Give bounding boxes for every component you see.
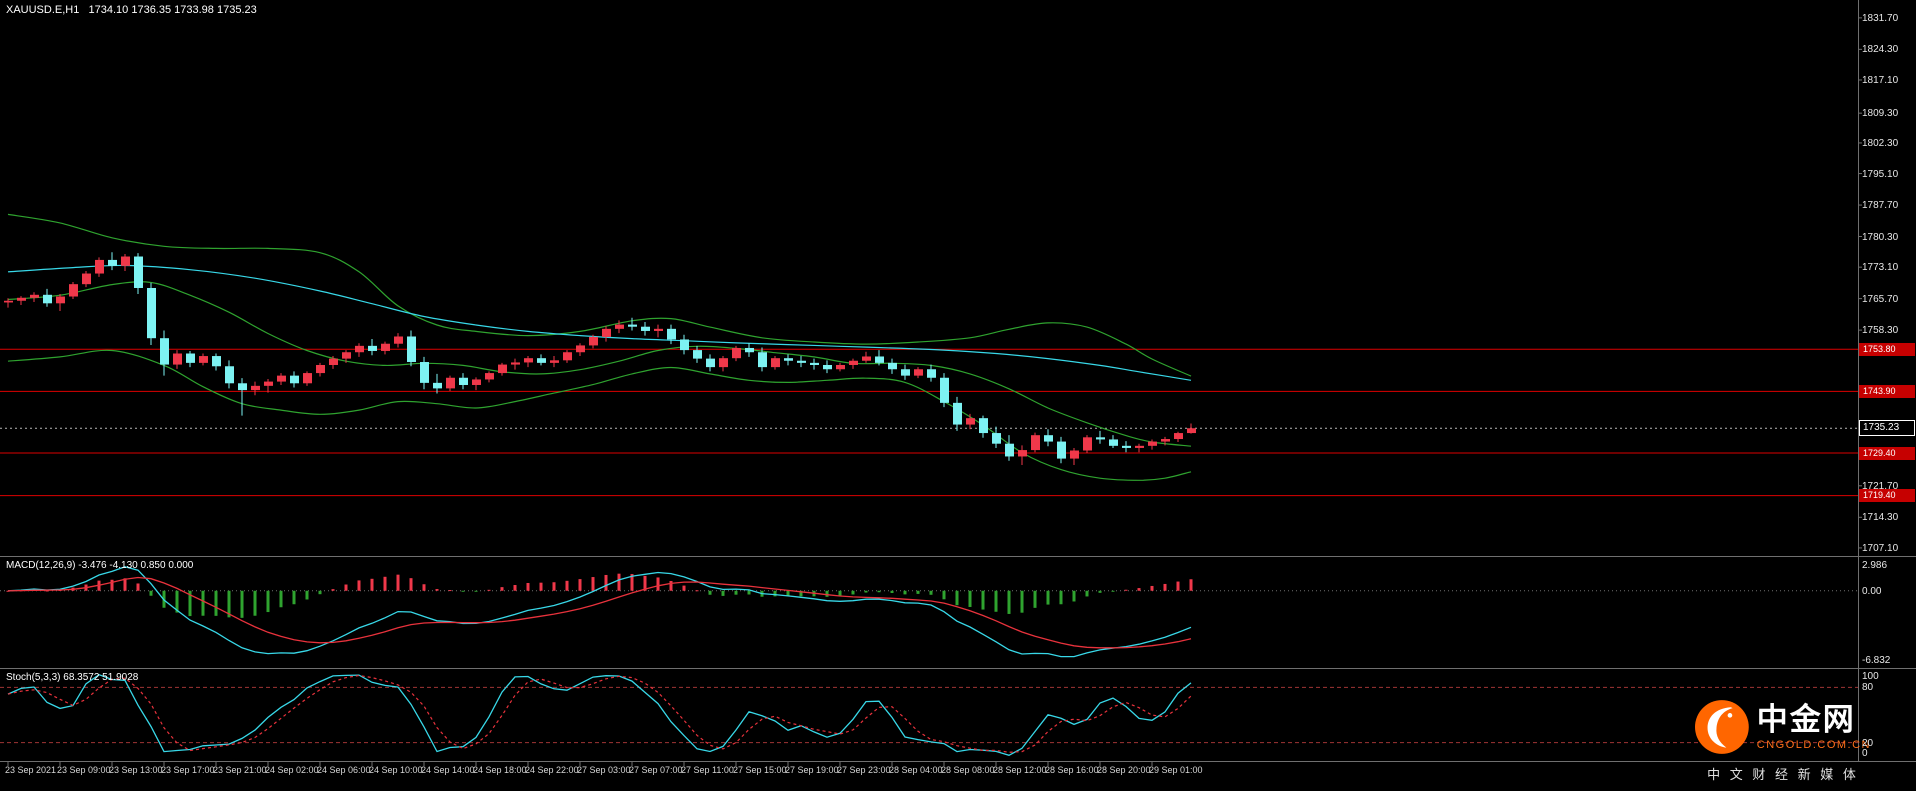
- time-axis-label: 28 Sep 16:00: [1045, 765, 1099, 775]
- bb-middle-line: [7, 281, 1192, 447]
- cngold-watermark: 中金网 CNGOLD.COM.CN 中 文 财 经 新 媒 体: [1695, 698, 1871, 783]
- time-axis-label: 27 Sep 19:00: [785, 765, 839, 775]
- price-tick-label: 1802.30: [1862, 137, 1899, 149]
- time-axis-label: 24 Sep 06:00: [317, 765, 371, 775]
- stoch-axis-label: 100: [1862, 671, 1879, 682]
- macd-histogram: [6, 573, 1193, 618]
- time-axis-label: 28 Sep 20:00: [1097, 765, 1151, 775]
- stoch-k-line: [7, 673, 1192, 756]
- time-axis-label: 27 Sep 07:00: [629, 765, 683, 775]
- time-axis-label: 24 Sep 18:00: [473, 765, 527, 775]
- macd-indicator-label: MACD(12,26,9) -3.476 -4.130 0.850 0.000: [6, 560, 194, 571]
- price-tick-label: 1765.70: [1862, 293, 1899, 305]
- price-tick-label: 1758.30: [1862, 325, 1899, 337]
- time-axis-label: 24 Sep 02:00: [265, 765, 319, 775]
- candles-layer: [4, 252, 1196, 465]
- price-tick-label: 1795.10: [1862, 168, 1899, 180]
- bb-lower-line: [7, 349, 1192, 481]
- logo-slogan: 中 文 财 经 新 媒 体: [1707, 767, 1859, 782]
- price-tick-label: 1817.10: [1862, 74, 1899, 86]
- time-axis-label: 23 Sep 21:00: [213, 765, 267, 775]
- macd-axis-max-label: 2.986: [1862, 560, 1888, 571]
- time-axis-label: 24 Sep 14:00: [421, 765, 475, 775]
- ma-cyan-line: [7, 264, 1192, 381]
- current-price-tag: 1735.23: [1859, 420, 1915, 437]
- price-tick-label: 1714.30: [1862, 512, 1899, 524]
- time-axis-label: 23 Sep 17:00: [161, 765, 215, 775]
- macd-signal-line: [7, 576, 1192, 649]
- price-tick-label: 1707.10: [1862, 542, 1899, 554]
- bb-upper-line: [7, 213, 1192, 377]
- time-axis-label: 27 Sep 23:00: [837, 765, 891, 775]
- price-tick-label: 1721.70: [1862, 480, 1899, 492]
- price-tick-label: 1831.70: [1862, 12, 1899, 24]
- time-axis-label: 28 Sep 12:00: [993, 765, 1047, 775]
- time-axis-label: 23 Sep 13:00: [109, 765, 163, 775]
- price-level-tag[interactable]: 1753.80: [1859, 342, 1915, 356]
- time-axis-label: 24 Sep 10:00: [369, 765, 423, 775]
- horizontal-level-lines[interactable]: [0, 348, 1858, 497]
- cngold-logo-icon: [1695, 700, 1749, 754]
- price-level-tag[interactable]: 1719.40: [1859, 489, 1915, 503]
- price-level-tag[interactable]: 1729.40: [1859, 446, 1915, 460]
- time-axis-label: 23 Sep 09:00: [57, 765, 111, 775]
- stoch-indicator-label: Stoch(5,3,3) 68.3572 51.9028: [6, 672, 139, 683]
- macd-main-line: [7, 566, 1192, 658]
- macd-axis-min-label: -6.832: [1862, 655, 1891, 666]
- time-axis-label: 24 Sep 22:00: [525, 765, 579, 775]
- time-axis-label: 27 Sep 11:00: [681, 765, 734, 775]
- time-axis-label: 28 Sep 08:00: [941, 765, 995, 775]
- price-level-tag[interactable]: 1743.90: [1859, 384, 1915, 398]
- macd-axis-zero-label: 0.00: [1862, 585, 1882, 597]
- stoch-axis-label: 20: [1862, 737, 1874, 749]
- price-tick-label: 1780.30: [1862, 231, 1899, 243]
- time-axis-label: 29 Sep 01:00: [1149, 765, 1203, 775]
- time-axis-label: 23 Sep 2021: [5, 765, 57, 775]
- logo-domain: CNGOLD.COM.CN: [1756, 739, 1871, 751]
- price-tick-label: 1824.30: [1862, 44, 1899, 56]
- stoch-axis-label: 80: [1862, 682, 1874, 694]
- time-axis-label: 27 Sep 03:00: [577, 765, 631, 775]
- time-axis-label: 28 Sep 04:00: [889, 765, 943, 775]
- time-axis-label: 27 Sep 15:00: [733, 765, 787, 775]
- price-tick-label: 1787.70: [1862, 200, 1899, 212]
- price-tick-label: 1773.10: [1862, 262, 1899, 274]
- stoch-axis-label: 0: [1862, 748, 1868, 759]
- stoch-d-line: [7, 674, 1192, 753]
- symbol-ohlc-header: XAUUSD.E,H1 1734.10 1736.35 1733.98 1735…: [6, 4, 257, 16]
- price-tick-label: 1809.30: [1862, 108, 1899, 120]
- logo-text: 中金网: [1756, 702, 1856, 737]
